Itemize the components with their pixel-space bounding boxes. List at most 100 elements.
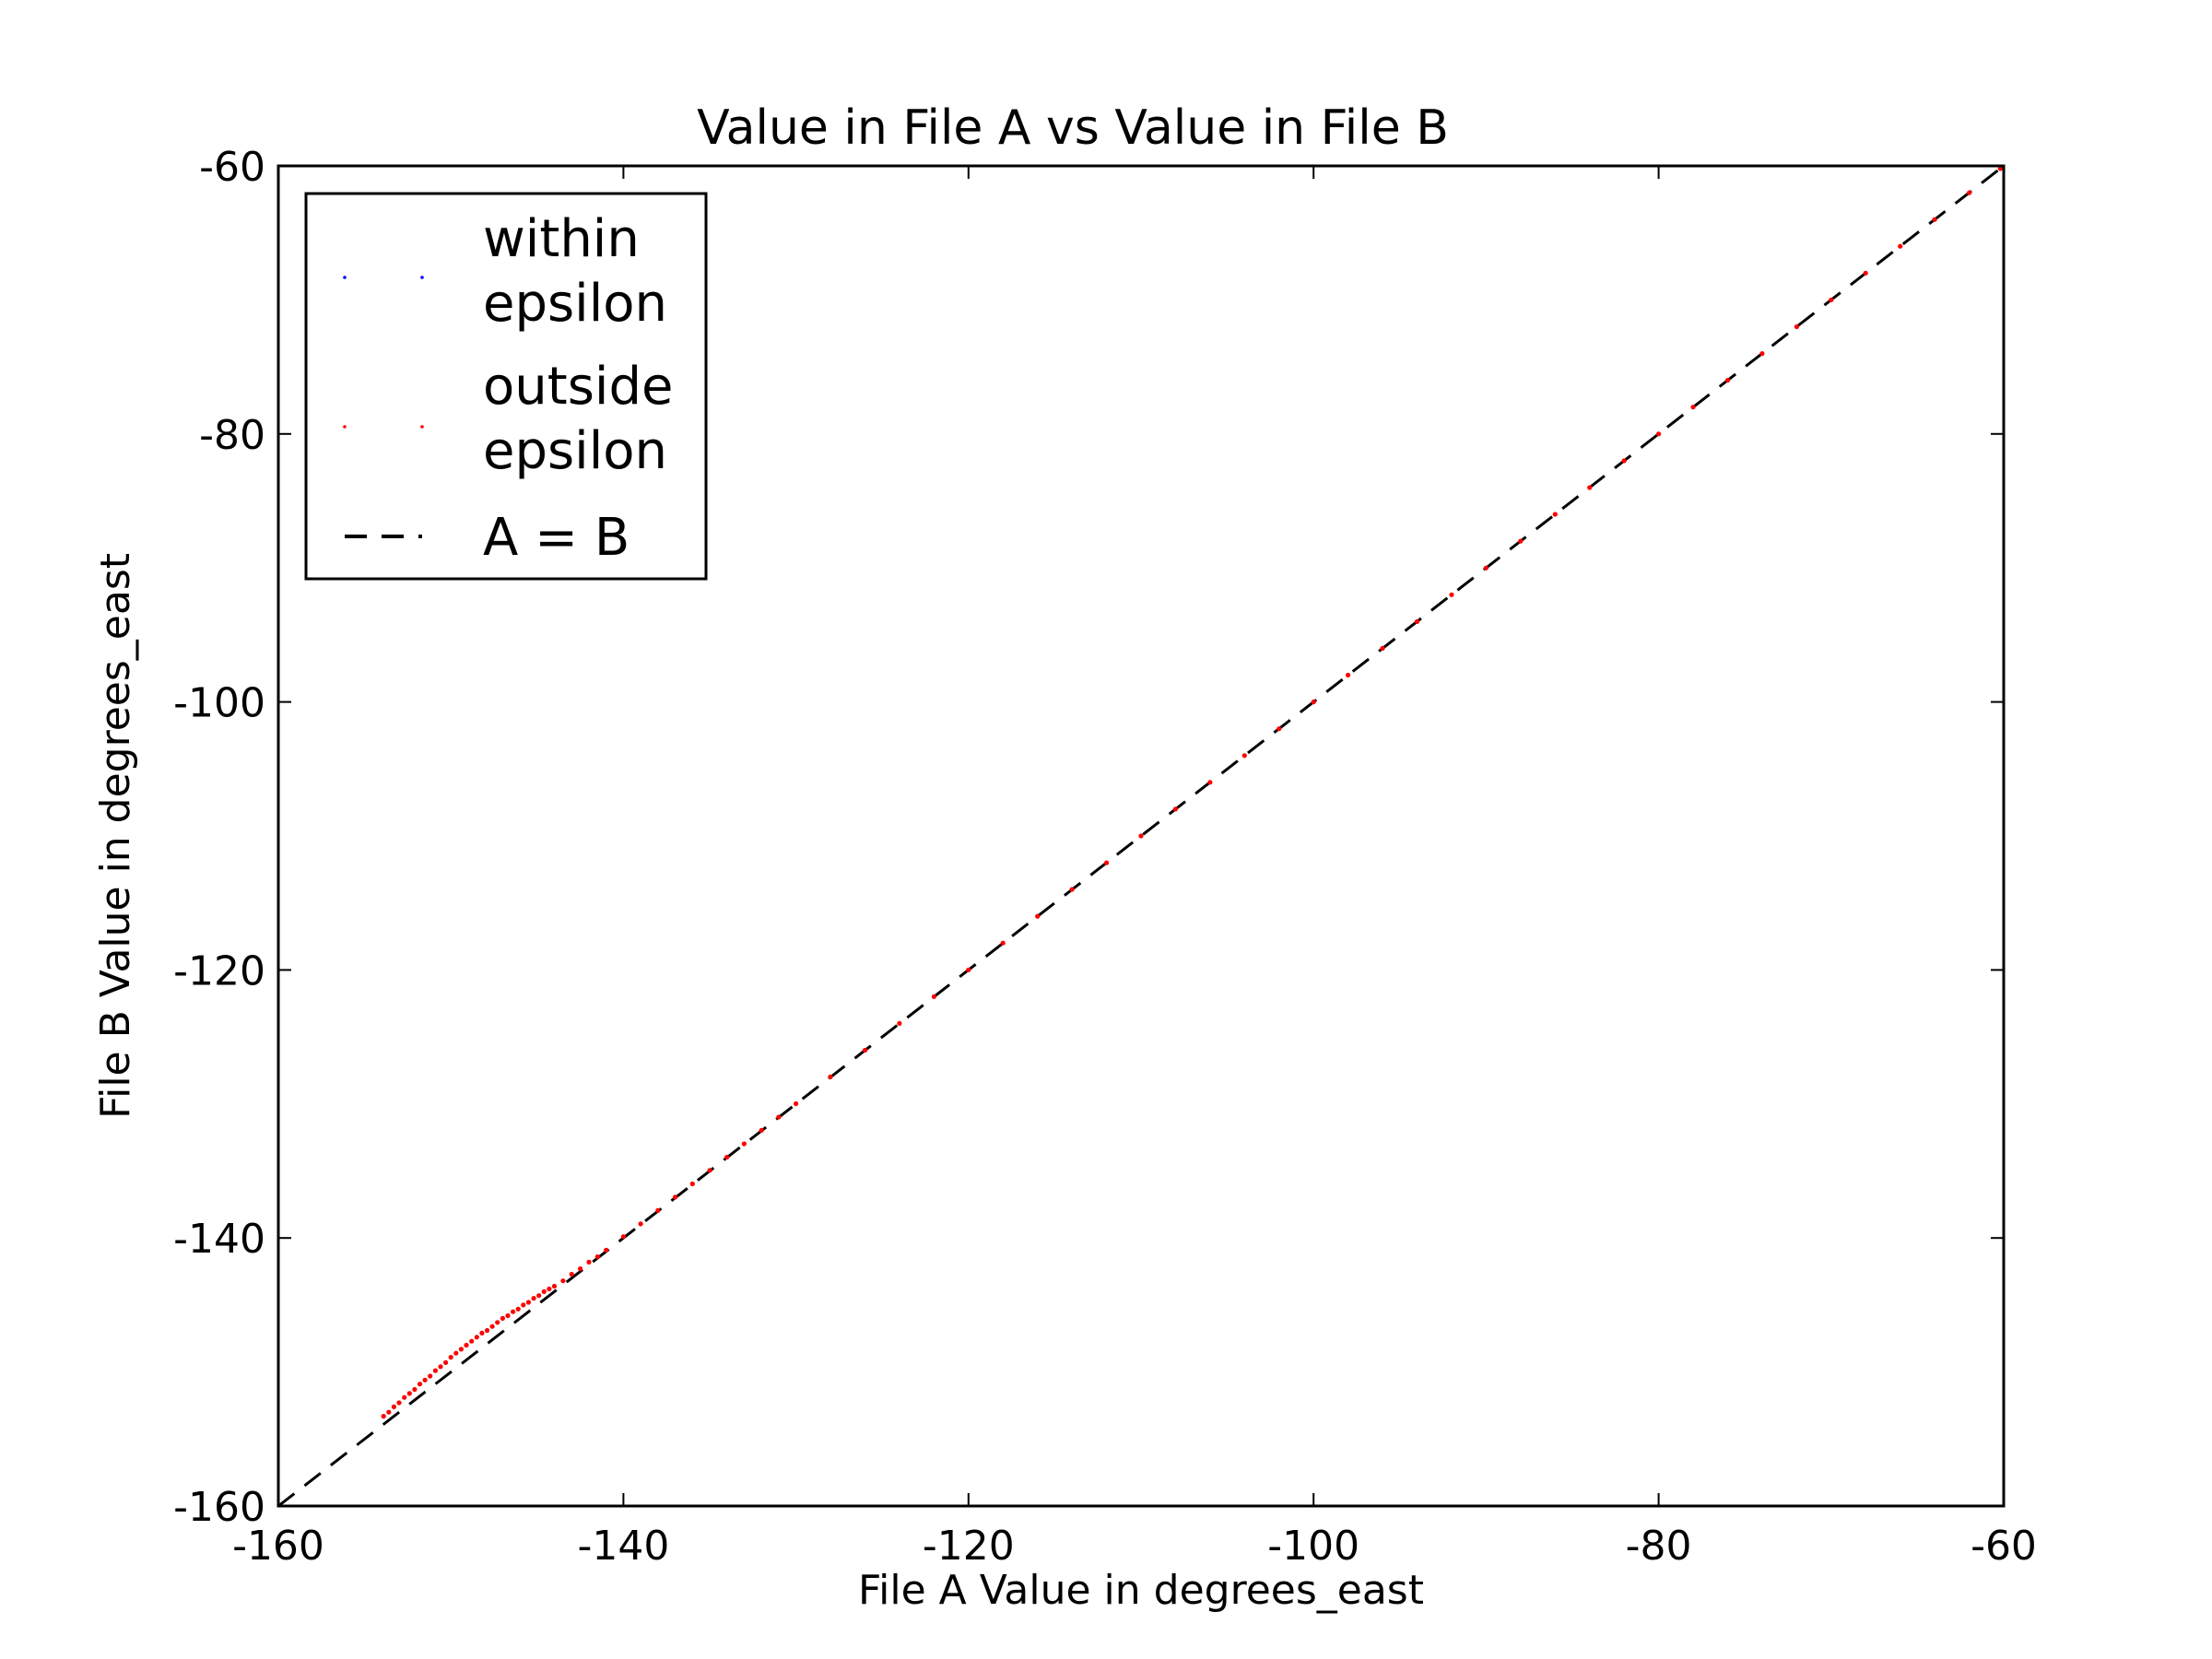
y-tick-label: -140: [173, 1216, 265, 1263]
y-tick-label: -60: [199, 144, 265, 191]
data-point-outside: [1656, 431, 1662, 437]
data-point-outside: [531, 1296, 536, 1301]
y-axis: -160 -140 -120 -100 -80 -60: [173, 144, 2004, 1531]
data-point-outside: [1414, 618, 1420, 625]
data-point-outside: [515, 1306, 521, 1312]
chart-title: Value in File A vs Value in File B: [697, 100, 1449, 156]
legend-item-outside-epsilon: outside epsilon: [343, 357, 673, 481]
legend-label-a-equals-b: A = B: [483, 508, 629, 568]
data-point-outside: [862, 1047, 868, 1053]
data-point-outside: [594, 1254, 600, 1260]
data-point-outside: [828, 1074, 833, 1079]
data-point-outside: [1483, 565, 1488, 571]
data-point-outside: [1277, 726, 1282, 732]
data-point-outside: [1621, 458, 1627, 464]
data-point-outside: [1724, 378, 1731, 383]
data-point-outside: [525, 1300, 532, 1305]
data-point-outside: [438, 1364, 443, 1370]
legend-label-outside-epsilon: outside epsilon: [483, 357, 673, 481]
data-point-outside: [417, 1382, 423, 1387]
data-point-outside: [489, 1324, 495, 1329]
data-point-outside: [391, 1404, 396, 1409]
legend-marker-outside: [343, 425, 347, 429]
data-point-outside: [1449, 592, 1454, 597]
x-axis: -160 -140 -120 -100 -80 -60: [232, 166, 2037, 1570]
data-point-outside: [484, 1327, 490, 1334]
data-point-outside: [604, 1247, 609, 1253]
data-point-outside: [469, 1338, 475, 1344]
data-point-outside: [1207, 780, 1213, 785]
plot-frame: [276, 164, 2006, 1508]
x-tick-label: -160: [232, 1523, 324, 1570]
data-point-outside: [794, 1100, 799, 1107]
data-point-outside: [428, 1373, 433, 1379]
data-point-outside: [1000, 940, 1006, 946]
data-point-outside: [547, 1286, 552, 1292]
legend-marker-outside: [420, 425, 424, 429]
data-point-outside: [689, 1181, 695, 1187]
data-point-outside: [406, 1391, 412, 1396]
legend-marker-within: [343, 276, 347, 279]
data-point-outside: [1587, 485, 1593, 490]
data-point-outside: [1898, 243, 1903, 249]
data-point-outside: [422, 1377, 428, 1382]
data-point-outside: [1346, 672, 1351, 678]
y-tick-label: -160: [173, 1484, 265, 1531]
data-point-outside: [1138, 833, 1144, 839]
data-point-outside: [412, 1386, 418, 1393]
data-point-outside: [536, 1293, 542, 1299]
data-point-outside: [474, 1335, 479, 1340]
data-point-outside: [897, 1020, 902, 1026]
data-point-outside: [521, 1302, 526, 1308]
x-tick-label: -60: [1971, 1523, 2037, 1570]
y-tick-label: -120: [173, 947, 265, 994]
data-point-outside: [966, 967, 971, 972]
data-point-outside: [560, 1278, 566, 1284]
legend-item-a-equals-b: A = B: [345, 508, 629, 568]
data-point-outside: [505, 1312, 511, 1319]
data-point-outside: [1829, 297, 1834, 302]
x-tick-label: -140: [577, 1523, 669, 1570]
x-axis-label: File A Value in degrees_east: [858, 1567, 1424, 1614]
data-point-outside: [541, 1288, 547, 1294]
data-point-outside: [402, 1394, 407, 1400]
data-point-outside: [1104, 860, 1110, 865]
data-point-outside: [1863, 270, 1868, 276]
data-point-outside: [551, 1283, 558, 1289]
data-point-outside: [1069, 887, 1075, 892]
data-point-outside: [458, 1347, 464, 1352]
data-point-outside: [578, 1266, 583, 1272]
data-point-outside: [495, 1320, 500, 1325]
data-point-outside: [500, 1315, 506, 1321]
x-tick-label: -120: [923, 1523, 1015, 1570]
data-point-outside: [1794, 324, 1799, 330]
data-point-outside: [1241, 753, 1247, 759]
legend-label-within-epsilon: within epsilon: [483, 209, 667, 334]
data-point-outside: [931, 994, 937, 999]
data-point-outside: [724, 1154, 730, 1160]
x-tick-label: -80: [1626, 1523, 1692, 1570]
y-tick-label: -100: [173, 680, 265, 727]
data-point-outside: [479, 1330, 485, 1335]
data-point-outside: [1967, 190, 1972, 195]
data-point-outside: [1035, 913, 1041, 919]
data-point-outside: [396, 1400, 402, 1406]
data-point-outside: [464, 1342, 469, 1348]
data-point-outside: [655, 1207, 661, 1213]
legend: within epsilon outside epsilon A = B: [304, 192, 708, 581]
data-point-outside: [1690, 405, 1696, 410]
legend-frame: [304, 192, 708, 581]
data-point-outside: [1997, 166, 2003, 171]
points-layer: [381, 166, 2003, 1419]
data-point-outside: [432, 1368, 438, 1373]
legend-marker-within: [420, 276, 424, 279]
data-point-outside: [741, 1141, 747, 1147]
data-point-outside: [586, 1259, 592, 1265]
data-point-outside: [381, 1414, 386, 1419]
legend-item-within-epsilon: within epsilon: [343, 209, 667, 334]
data-point-outside: [1518, 538, 1524, 544]
data-point-outside: [620, 1234, 627, 1240]
data-point-outside: [453, 1350, 459, 1356]
data-point-outside: [448, 1355, 453, 1360]
